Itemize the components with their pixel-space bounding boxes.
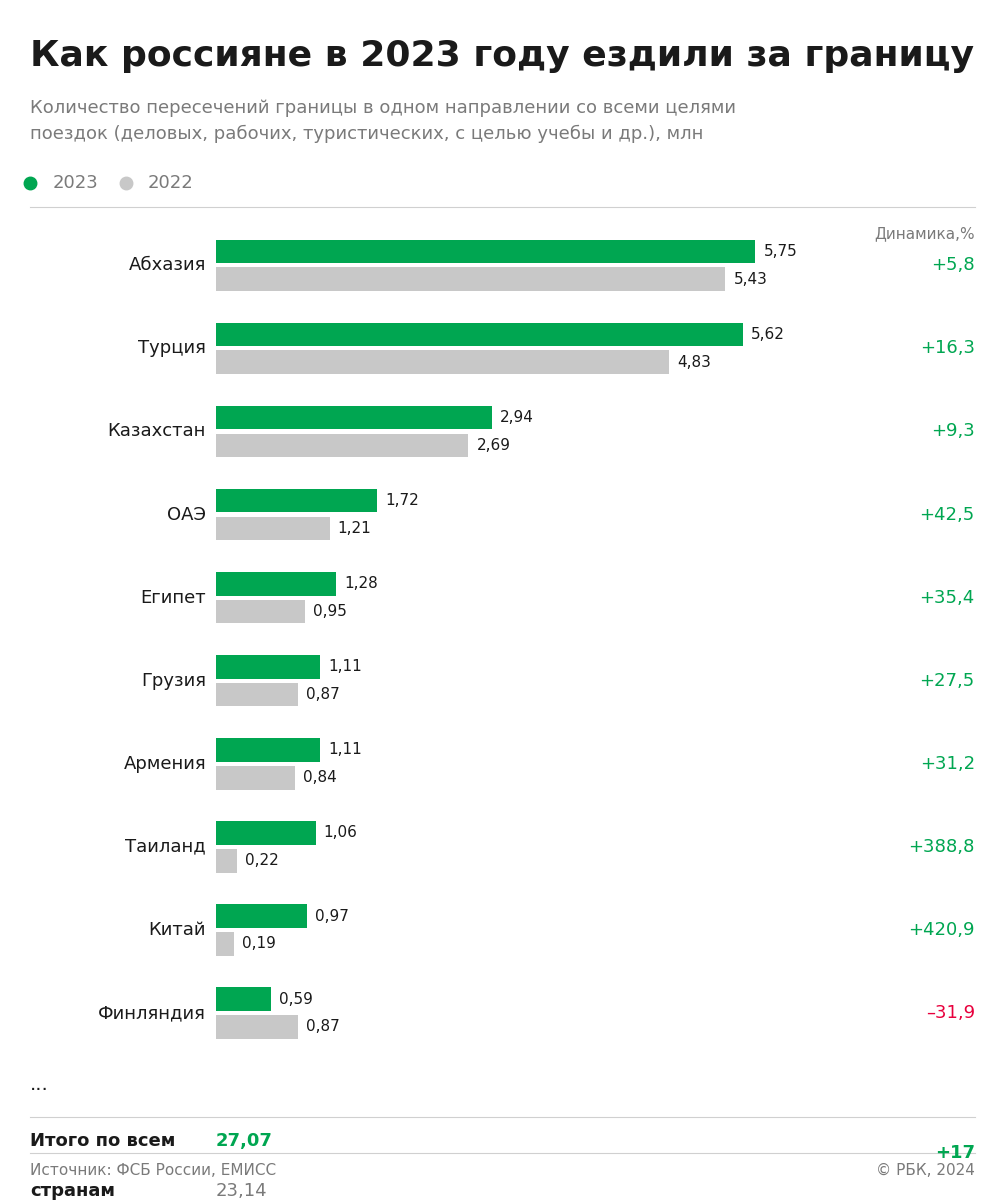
Bar (216, 1015, 297, 1039)
Text: 0,97: 0,97 (316, 909, 349, 923)
Bar (216, 600, 306, 624)
Bar (216, 987, 271, 1011)
Text: 1,21: 1,21 (338, 521, 372, 536)
Text: +16,3: +16,3 (920, 340, 975, 358)
Text: 2,94: 2,94 (499, 411, 534, 425)
Text: 0,59: 0,59 (279, 992, 314, 1007)
Bar (216, 350, 669, 374)
Text: 5,43: 5,43 (734, 272, 768, 287)
Text: Таиланд: Таиланд (126, 838, 206, 856)
Bar (216, 904, 308, 928)
Text: +9,3: +9,3 (931, 423, 975, 441)
Text: 0,87: 0,87 (306, 1020, 340, 1034)
Text: Абхазия: Абхазия (129, 256, 206, 275)
Text: Турция: Турция (138, 340, 206, 358)
Text: 5,75: 5,75 (764, 244, 797, 259)
Text: Армения: Армения (124, 755, 206, 773)
Text: 0,22: 0,22 (245, 854, 278, 868)
Text: ...: ... (30, 1075, 49, 1094)
Text: странам: странам (30, 1182, 116, 1200)
Bar (216, 849, 237, 873)
Text: 0,19: 0,19 (242, 937, 275, 951)
Text: 1,11: 1,11 (329, 660, 362, 674)
Bar (216, 406, 491, 430)
Text: Источник: ФСБ России, ЕМИСС: Источник: ФСБ России, ЕМИСС (30, 1163, 276, 1178)
Text: 1,06: 1,06 (324, 826, 358, 840)
Text: 23,14: 23,14 (216, 1182, 267, 1200)
Text: 0,95: 0,95 (314, 604, 347, 619)
Text: Итого по всем: Итого по всем (30, 1132, 176, 1150)
Text: +388,8: +388,8 (909, 838, 975, 856)
Text: +420,9: +420,9 (909, 921, 975, 939)
Text: 5,62: 5,62 (752, 327, 785, 342)
Text: +17: +17 (935, 1144, 975, 1162)
Text: Египет: Египет (141, 589, 206, 607)
Bar (216, 766, 294, 790)
Text: 2022: 2022 (148, 175, 194, 191)
Text: Финляндия: Финляндия (98, 1004, 206, 1022)
Text: 2,69: 2,69 (476, 438, 511, 453)
Text: 27,07: 27,07 (216, 1132, 273, 1150)
Bar (216, 323, 744, 347)
Text: +42,5: +42,5 (920, 506, 975, 524)
Text: +27,5: +27,5 (920, 672, 975, 690)
Text: © РБК, 2024: © РБК, 2024 (876, 1163, 975, 1178)
Bar (216, 433, 468, 458)
Text: –31,9: –31,9 (926, 1004, 975, 1022)
Text: 4,83: 4,83 (677, 355, 712, 370)
Text: Грузия: Грузия (141, 672, 206, 690)
Text: Динамика,%: Динамика,% (874, 226, 975, 241)
Text: Казахстан: Казахстан (108, 423, 206, 441)
Text: 1,72: 1,72 (386, 494, 419, 508)
Text: 1,28: 1,28 (344, 577, 378, 591)
Text: 2023: 2023 (52, 175, 98, 191)
Bar (216, 932, 234, 956)
Text: 0,84: 0,84 (303, 771, 337, 785)
Text: 0,87: 0,87 (306, 687, 340, 702)
Bar (216, 267, 726, 291)
Bar (216, 683, 297, 707)
Bar (216, 240, 756, 264)
Text: ОАЭ: ОАЭ (167, 506, 206, 524)
Text: Как россияне в 2023 году ездили за границу: Как россияне в 2023 году ездили за грани… (30, 39, 974, 72)
Bar (216, 517, 330, 541)
Bar (216, 821, 316, 845)
Text: +35,4: +35,4 (920, 589, 975, 607)
Bar (216, 572, 336, 596)
Bar (216, 738, 321, 762)
Bar (216, 489, 378, 513)
Text: +31,2: +31,2 (920, 755, 975, 773)
Bar (216, 655, 321, 679)
Text: Китай: Китай (149, 921, 206, 939)
Text: +5,8: +5,8 (932, 256, 975, 275)
Text: 1,11: 1,11 (329, 743, 362, 757)
Text: Количество пересечений границы в одном направлении со всеми целями
поездок (дело: Количество пересечений границы в одном н… (30, 99, 736, 143)
